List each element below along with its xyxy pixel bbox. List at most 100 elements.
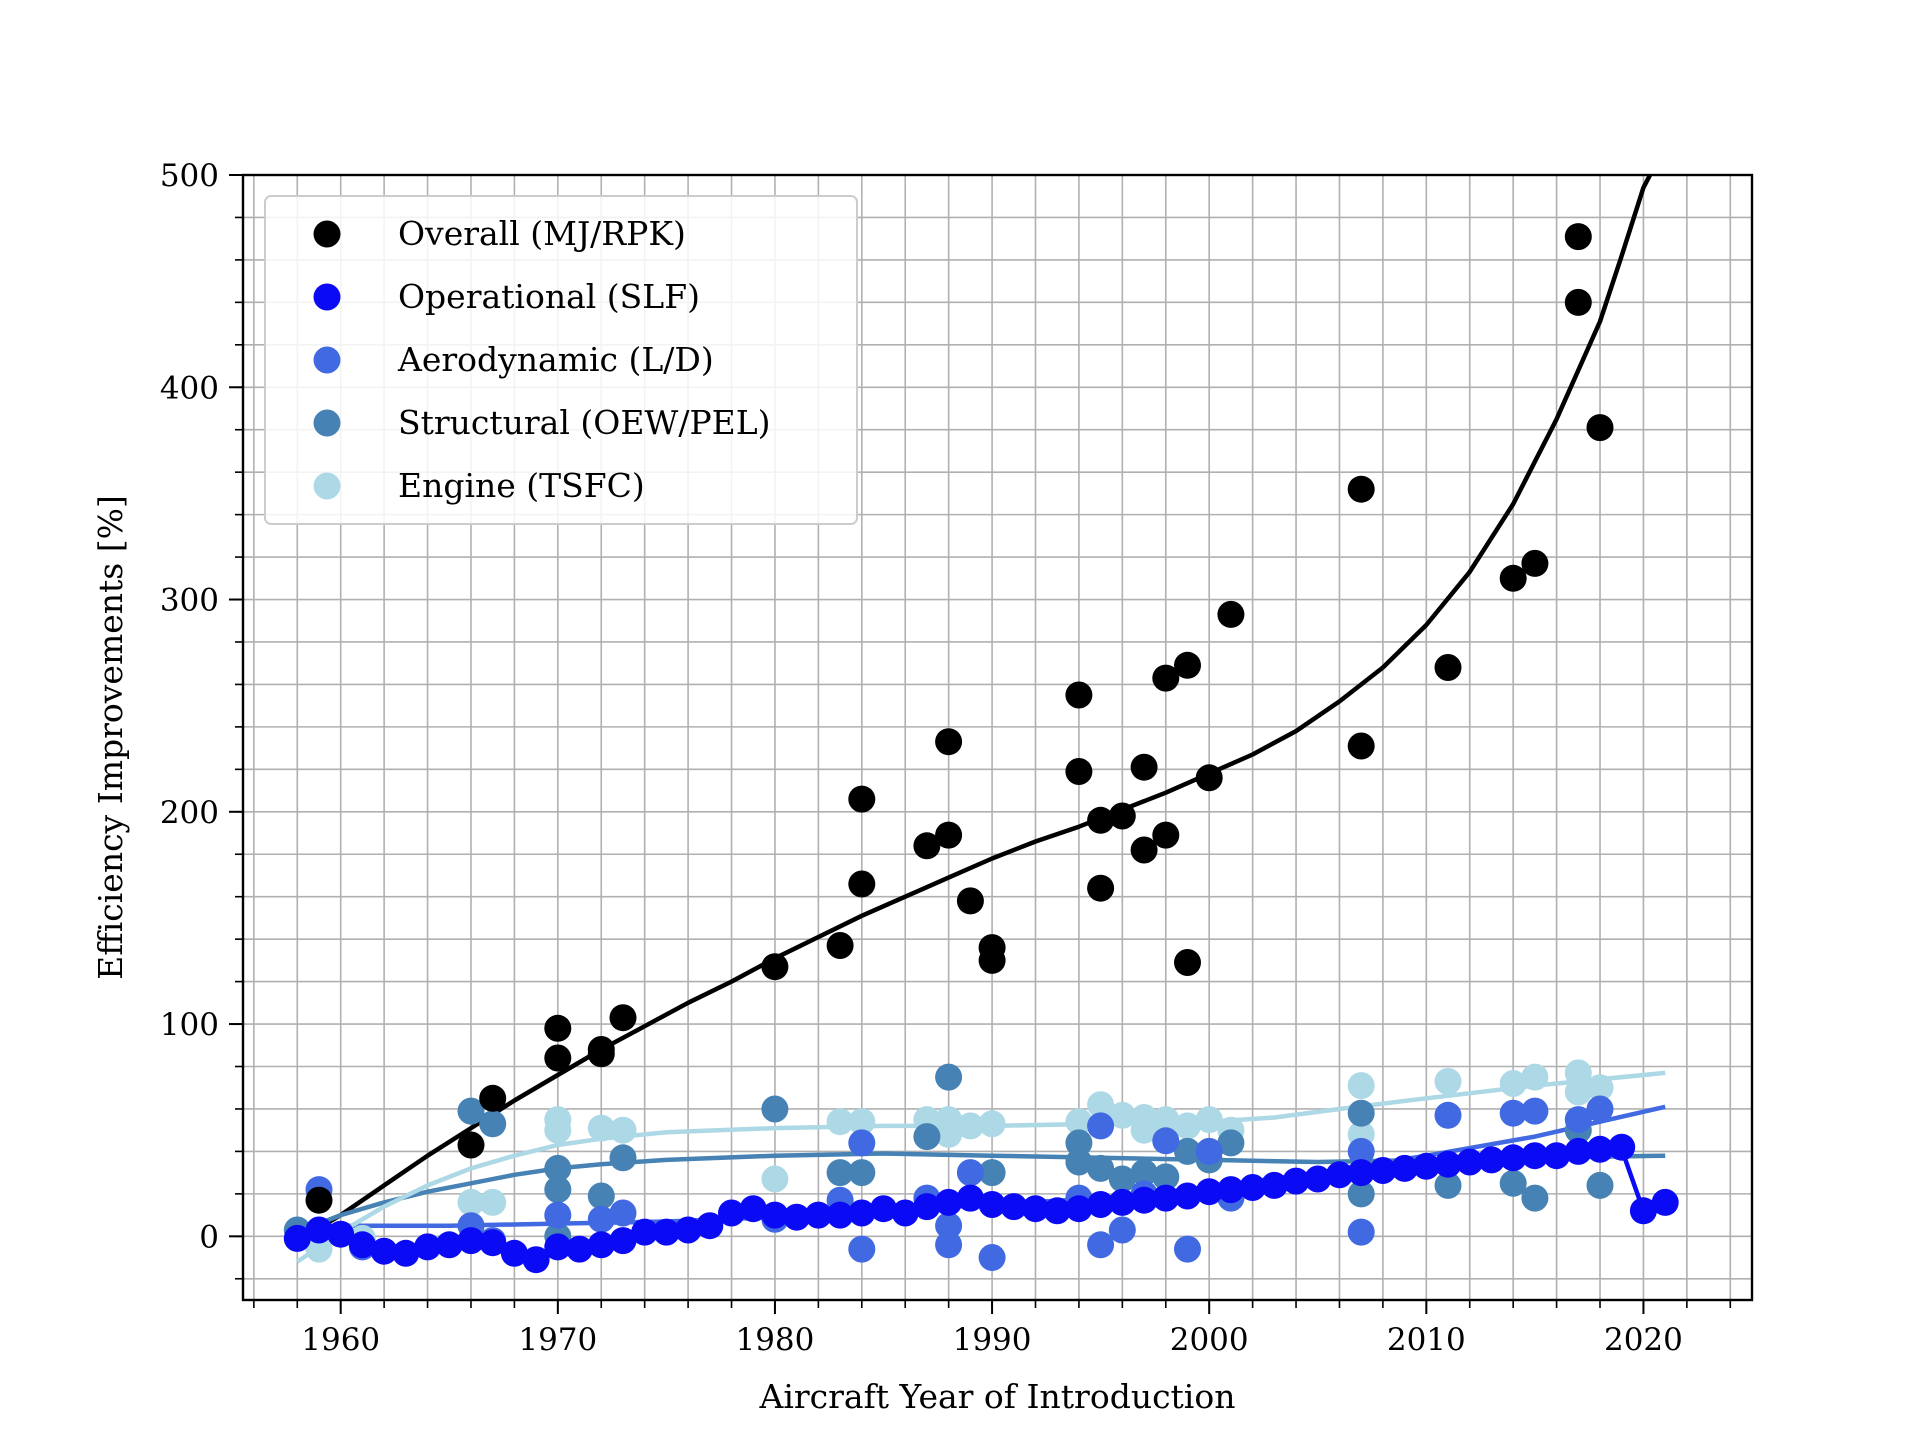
data-point — [327, 1220, 355, 1248]
data-point — [1434, 1150, 1462, 1178]
data-point — [1130, 836, 1158, 864]
data-point — [1521, 1063, 1549, 1091]
data-point — [1000, 1193, 1028, 1221]
data-point — [609, 1227, 637, 1255]
data-point — [1282, 1167, 1310, 1195]
data-point — [1347, 1159, 1375, 1187]
data-point — [1195, 764, 1223, 792]
data-point — [370, 1237, 398, 1265]
data-point — [1065, 758, 1093, 785]
data-point — [826, 932, 854, 959]
data-point — [1586, 1074, 1614, 1102]
data-point — [1608, 1133, 1636, 1161]
data-point — [913, 1193, 941, 1221]
data-point — [739, 1195, 767, 1223]
data-point — [1108, 1101, 1136, 1129]
data-point — [1174, 949, 1201, 976]
data-point — [956, 887, 984, 915]
series-points-3 — [283, 1063, 1614, 1250]
fit-line-series-0 — [296, 173, 1652, 1243]
data-point — [305, 1216, 333, 1244]
series-points-4 — [283, 1059, 1614, 1263]
x-tick-label: 1980 — [735, 1322, 814, 1358]
x-tick-label: 2010 — [1387, 1322, 1466, 1358]
data-point — [1499, 1169, 1527, 1197]
data-point — [1543, 1142, 1571, 1170]
data-point — [956, 1159, 984, 1187]
data-point — [1065, 1148, 1093, 1176]
data-point — [1087, 1191, 1115, 1218]
data-point — [479, 1188, 507, 1216]
data-point — [609, 1199, 637, 1227]
data-point — [479, 1229, 507, 1257]
data-point — [1087, 1091, 1115, 1119]
data-point — [1195, 1106, 1223, 1134]
data-point — [1586, 1135, 1614, 1163]
data-point — [1239, 1174, 1267, 1201]
data-point — [870, 1195, 897, 1223]
x-tick-label: 1970 — [518, 1322, 597, 1358]
data-point — [1087, 1154, 1115, 1182]
data-point — [544, 1233, 572, 1261]
data-point — [1521, 549, 1549, 577]
data-point — [435, 1231, 463, 1259]
data-point — [956, 1184, 984, 1212]
data-point — [631, 1218, 659, 1246]
data-point — [544, 1044, 572, 1072]
legend-label-4: Engine (TSFC) — [398, 466, 645, 505]
legend-marker-0 — [313, 220, 341, 248]
data-point — [1108, 802, 1136, 830]
legend-label-1: Operational (SLF) — [398, 277, 700, 316]
data-point — [1130, 1186, 1158, 1214]
data-point — [1499, 1070, 1527, 1097]
data-point — [652, 1218, 680, 1246]
data-point — [1108, 1216, 1136, 1244]
x-tick-label: 2000 — [1170, 1322, 1249, 1358]
data-point — [1499, 1144, 1527, 1172]
data-point — [1087, 1231, 1115, 1259]
data-point — [935, 1231, 963, 1259]
legend-label-0: Overall (MJ/RPK) — [398, 214, 686, 253]
data-point — [609, 1004, 637, 1032]
data-point — [1217, 600, 1245, 628]
data-point — [544, 1154, 572, 1182]
data-point — [1174, 1112, 1201, 1140]
data-point — [305, 1186, 333, 1214]
data-point — [826, 1201, 854, 1229]
data-point — [1521, 1097, 1549, 1125]
data-point — [1564, 288, 1592, 316]
data-point — [566, 1235, 593, 1263]
data-point — [1434, 654, 1462, 681]
data-point — [1651, 1188, 1679, 1216]
data-point — [848, 1108, 876, 1136]
data-point — [1174, 1235, 1201, 1263]
legend-marker-3 — [313, 409, 341, 437]
data-point — [1434, 1171, 1462, 1199]
data-point — [891, 1199, 919, 1227]
data-point — [479, 1084, 507, 1112]
data-point — [1564, 1137, 1592, 1165]
data-point — [1304, 1165, 1332, 1193]
data-point — [1347, 1137, 1375, 1165]
y-tick-label: 200 — [160, 795, 219, 831]
data-point — [935, 728, 963, 756]
data-point — [848, 1199, 876, 1227]
x-tick-label: 2020 — [1604, 1322, 1683, 1358]
series-points-0 — [305, 223, 1614, 1214]
data-point — [1564, 223, 1592, 251]
data-point — [1391, 1154, 1419, 1182]
data-point — [1043, 1197, 1071, 1225]
data-point — [1217, 1129, 1245, 1157]
data-point — [1260, 1171, 1288, 1199]
data-point — [479, 1110, 507, 1138]
data-point — [935, 1188, 963, 1216]
data-point — [1087, 806, 1115, 834]
axis-ticks: 1960 1970 1980 1990 2000 2010 2020 0 100 200 300 40… — [160, 158, 1732, 1358]
legend-marker-2 — [313, 346, 341, 374]
x-tick-label: 1990 — [953, 1322, 1032, 1358]
y-tick-label: 300 — [160, 583, 219, 619]
data-point — [1152, 1184, 1180, 1212]
data-point — [1130, 1116, 1158, 1144]
data-point — [587, 1114, 615, 1142]
